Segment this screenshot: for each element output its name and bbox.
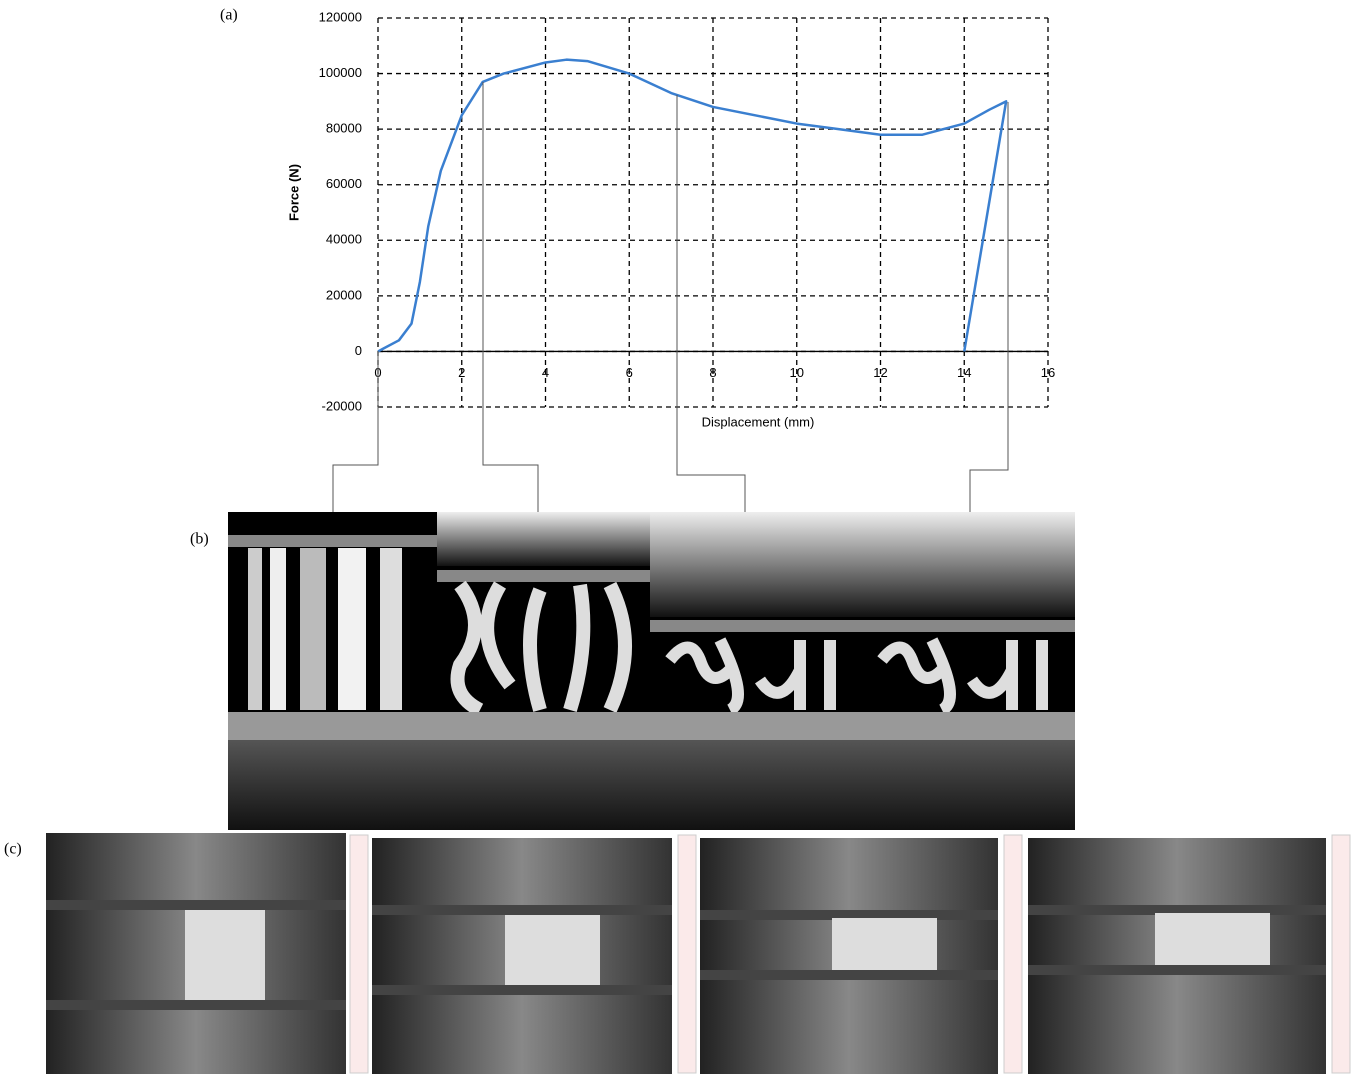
thermal-image: [46, 833, 369, 1074]
thermal-image: [700, 834, 1023, 1074]
x-axis-label: Displacement (mm): [702, 414, 815, 429]
y-tick-label: 120000: [319, 9, 362, 24]
x-tick-label: 6: [626, 365, 633, 380]
plot: -200000200004000060000800001000001200000…: [286, 9, 1055, 429]
y-tick-label: 0: [355, 343, 362, 358]
photo: [228, 512, 437, 830]
x-tick-label: 10: [790, 365, 804, 380]
panel-label: (c): [4, 841, 22, 858]
y-tick-label: 20000: [326, 287, 362, 302]
x-tick-label: 12: [873, 365, 887, 380]
photo-row-b: [228, 512, 1075, 830]
x-tick-label: 8: [709, 365, 716, 380]
x-tick-label: 4: [542, 365, 549, 380]
photo-row-c: [46, 833, 1351, 1074]
y-tick-label: -20000: [322, 398, 362, 413]
y-tick-label: 60000: [326, 176, 362, 191]
leader-lines: [332, 82, 1009, 512]
x-tick-label: 16: [1041, 365, 1055, 380]
y-tick-label: 40000: [326, 232, 362, 247]
y-tick-label: 80000: [326, 121, 362, 136]
thermal-image: [1028, 834, 1351, 1074]
photo: [862, 512, 1075, 830]
x-tick-label: 2: [458, 365, 465, 380]
panel-label: (b): [190, 531, 209, 548]
panel-label: (a): [220, 7, 238, 24]
x-tick-label: 14: [957, 365, 971, 380]
data-line: [377, 58, 1008, 353]
photo: [437, 512, 650, 830]
thermal-image: [372, 834, 697, 1074]
y-tick-label: 100000: [319, 65, 362, 80]
y-axis-label: Force (N): [286, 164, 301, 221]
photo: [650, 512, 862, 830]
